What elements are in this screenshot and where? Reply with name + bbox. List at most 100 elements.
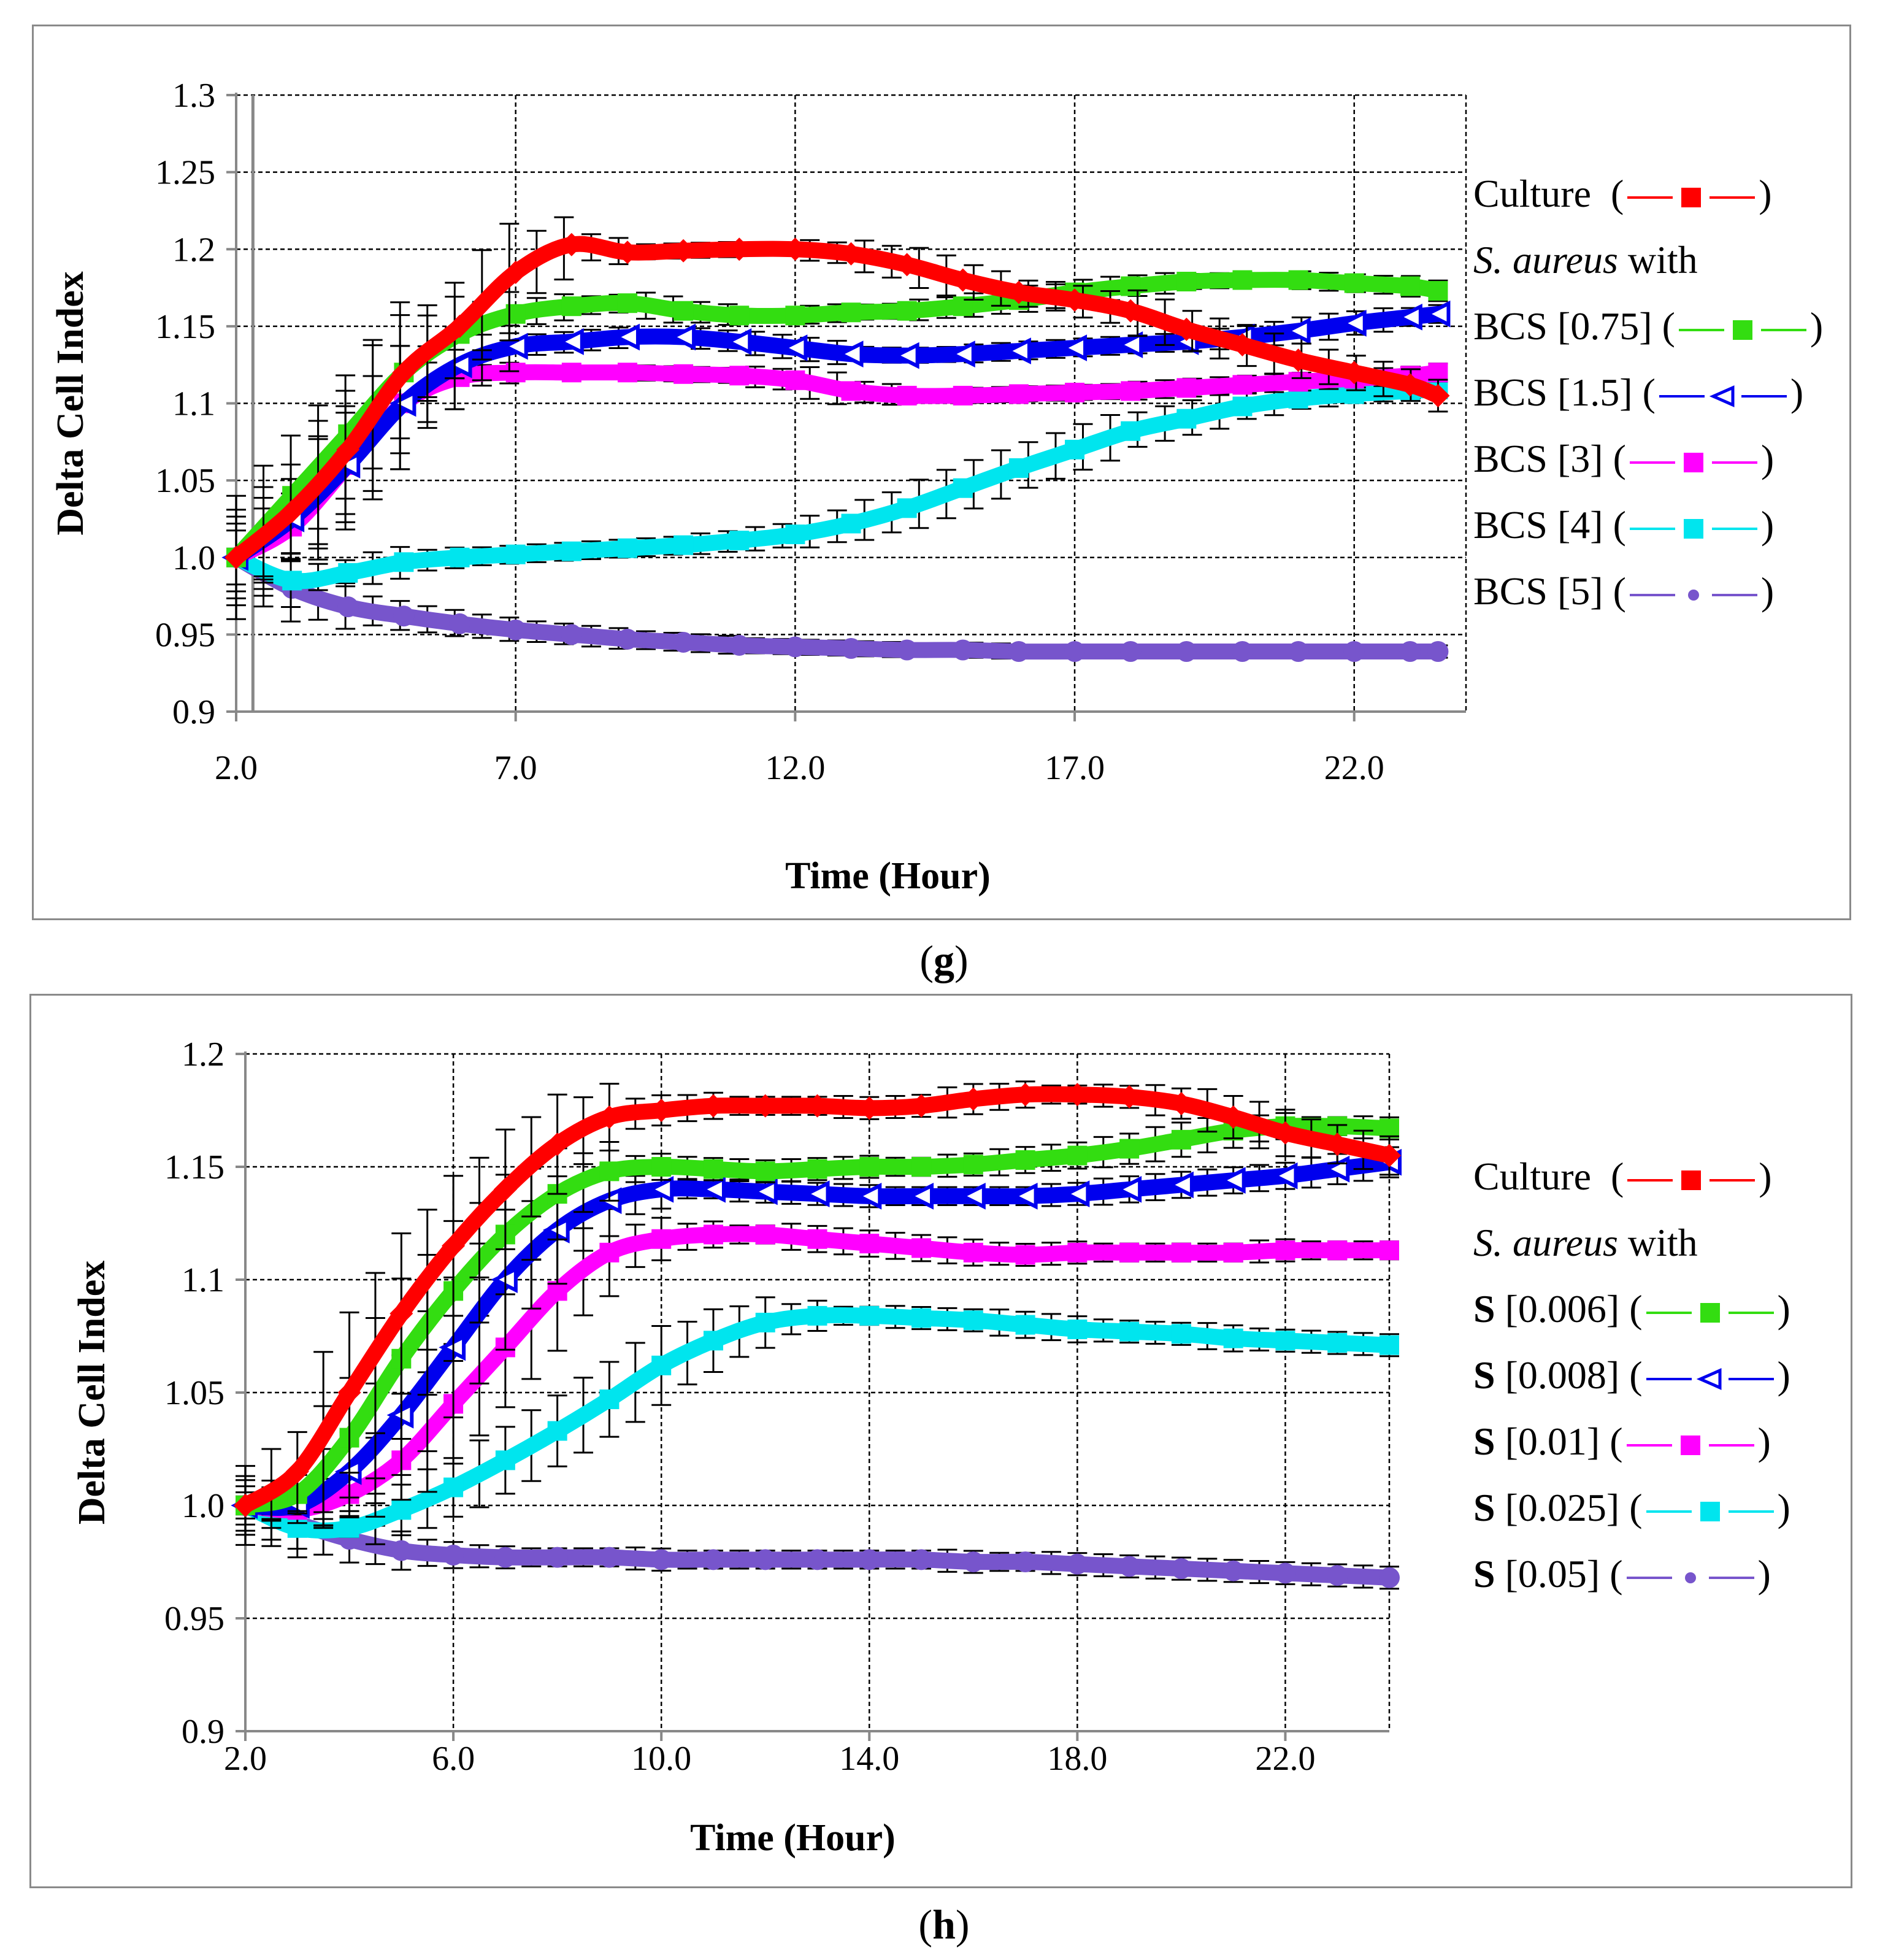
data-point xyxy=(495,1450,515,1470)
data-point xyxy=(1283,317,1311,345)
chart-h: 0.9 0.95 1.0 1.05 1.1 1.15 1.2 2.0 6.0 10.0 14.0 18… xyxy=(71,1036,1402,1859)
data-point xyxy=(651,1157,672,1177)
data-point xyxy=(392,361,416,385)
data-point xyxy=(897,498,917,518)
legend-swatch xyxy=(1629,519,1757,539)
data-point xyxy=(1015,1551,1036,1572)
y-tick-label: 1.15 xyxy=(155,308,215,346)
data-point xyxy=(1380,1118,1399,1139)
data-point xyxy=(911,1549,932,1570)
y-tick-label: 1.3 xyxy=(172,77,215,115)
x-tick-label: 6.0 xyxy=(432,1740,475,1778)
data-point xyxy=(783,237,807,261)
data-point xyxy=(1426,383,1450,407)
data-point xyxy=(911,1157,932,1177)
data-point xyxy=(673,631,694,653)
x-tick-label: 18.0 xyxy=(1047,1740,1107,1778)
data-point xyxy=(599,1161,620,1182)
series-2 xyxy=(221,300,1451,599)
data-point xyxy=(859,1234,880,1254)
data-point xyxy=(751,1178,778,1205)
series-0 xyxy=(234,1080,1401,1546)
legend-h: Culture () S. aureus with S [0.006] () S [0… xyxy=(1473,1143,1790,1607)
data-point xyxy=(727,237,751,261)
legend-entry-text: [0.025] xyxy=(1495,1486,1630,1529)
data-point xyxy=(858,1096,881,1120)
data-point xyxy=(1010,1182,1038,1210)
data-point xyxy=(1015,1315,1035,1335)
data-point xyxy=(1340,309,1367,337)
data-point xyxy=(1287,641,1309,663)
data-point xyxy=(672,239,696,263)
data-point xyxy=(337,1381,361,1404)
data-point xyxy=(336,437,360,461)
data-point xyxy=(450,547,470,567)
data-point xyxy=(1063,288,1087,312)
data-point xyxy=(1065,1083,1089,1107)
data-point xyxy=(1232,375,1253,395)
data-point xyxy=(724,328,752,355)
data-point xyxy=(910,1094,934,1118)
data-point xyxy=(1171,1242,1191,1262)
data-point xyxy=(280,499,304,523)
error-bars xyxy=(226,381,1448,609)
legend-entry-label: S [0.05] xyxy=(1473,1552,1610,1596)
data-point xyxy=(561,296,581,317)
data-point xyxy=(1327,1333,1348,1353)
data-point xyxy=(785,525,805,545)
legend-entry: S [0.006] () xyxy=(1473,1287,1790,1331)
data-point xyxy=(839,242,863,266)
data-point xyxy=(617,363,637,383)
data-point xyxy=(285,1459,309,1483)
x-tick-label: 10.0 xyxy=(631,1740,691,1778)
y-tick-label: 0.9 xyxy=(172,693,215,731)
data-point xyxy=(445,351,472,379)
data-point xyxy=(1004,337,1031,364)
data-point xyxy=(1119,299,1143,323)
data-point xyxy=(729,531,750,551)
legend-entry-label: Culture xyxy=(1473,172,1611,215)
data-point xyxy=(951,268,975,292)
y-axis-label: Delta Cell Index xyxy=(71,1261,113,1525)
data-point xyxy=(493,1177,517,1201)
legend-entry-prefix: S xyxy=(1473,1287,1495,1331)
data-point xyxy=(1398,373,1422,397)
data-point xyxy=(1064,641,1086,663)
series-5 xyxy=(235,1479,1400,1590)
data-point xyxy=(1427,641,1449,663)
data-point xyxy=(504,260,528,284)
y-tick-label: 1.05 xyxy=(164,1374,224,1412)
data-point xyxy=(963,1242,983,1262)
data-point xyxy=(505,544,526,564)
data-point xyxy=(1121,421,1141,441)
y-tick-label: 1.2 xyxy=(182,1036,224,1074)
legend-entry-text: BCS [4] xyxy=(1473,503,1613,547)
data-point xyxy=(1065,382,1085,402)
data-point xyxy=(911,1238,932,1258)
data-point xyxy=(729,366,750,386)
data-point xyxy=(897,385,917,405)
legend-entry-label: S [0.025] xyxy=(1473,1486,1629,1529)
data-point xyxy=(1119,1321,1140,1342)
data-point xyxy=(617,538,637,558)
data-point xyxy=(1120,641,1142,663)
data-point xyxy=(780,334,808,361)
data-point xyxy=(841,302,861,323)
data-point xyxy=(1119,1556,1140,1577)
data-point xyxy=(854,1182,882,1210)
data-point xyxy=(1176,641,1197,663)
data-point xyxy=(651,1229,672,1249)
data-point xyxy=(1067,1145,1088,1166)
y-tick-label: 1.0 xyxy=(182,1487,224,1525)
legend-entry-text: [0.01] xyxy=(1495,1420,1610,1463)
legend-entry: S [0.05] () xyxy=(1473,1552,1771,1596)
data-point xyxy=(896,639,918,661)
legend-header-suffix: with xyxy=(1617,238,1698,282)
data-point xyxy=(1395,303,1422,331)
data-point xyxy=(859,1305,880,1326)
data-point xyxy=(703,1159,723,1179)
legend-entry-text: Culture xyxy=(1473,172,1611,215)
x-tick-label: 22.0 xyxy=(1324,749,1384,787)
x-tick-label: 2.0 xyxy=(224,1740,267,1778)
